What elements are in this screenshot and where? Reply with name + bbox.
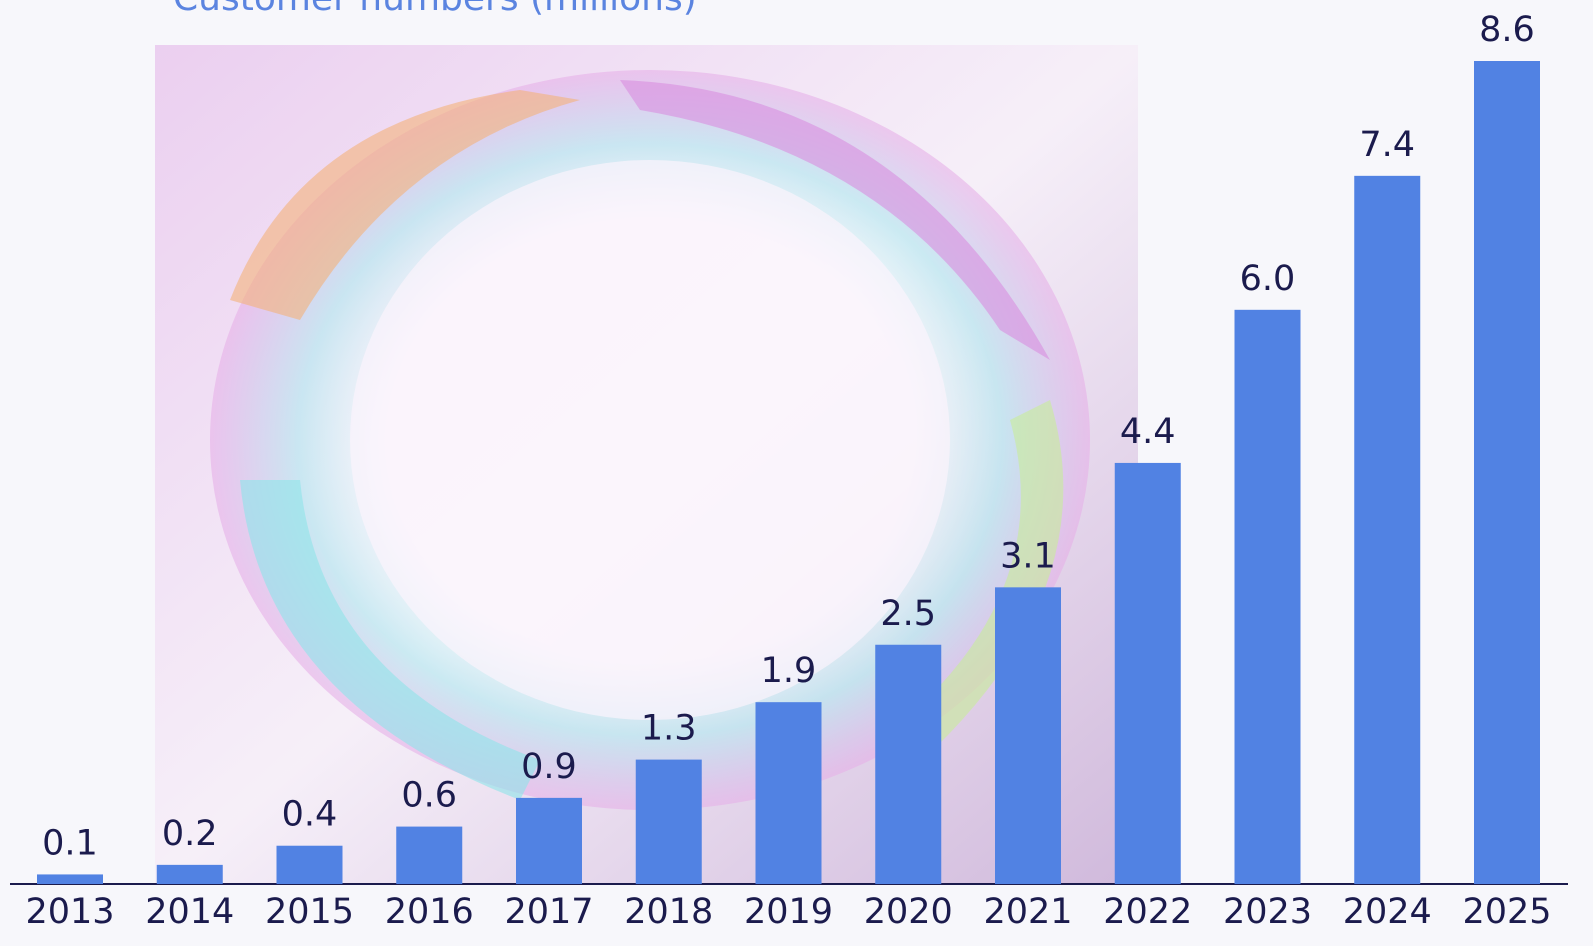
- bar: [875, 644, 942, 884]
- value-label: 4.4: [1120, 412, 1176, 452]
- bar: [755, 702, 822, 884]
- x-tick-label: 2020: [864, 892, 953, 932]
- x-tick-label: 2019: [744, 892, 833, 932]
- bar: [156, 864, 223, 884]
- value-label: 0.9: [521, 747, 577, 787]
- x-tick-label: 2022: [1103, 892, 1192, 932]
- value-label: 8.6: [1479, 10, 1535, 50]
- bar: [1234, 309, 1301, 884]
- background-image: [155, 45, 1138, 884]
- bar: [396, 826, 463, 884]
- value-label: 0.6: [401, 776, 457, 816]
- x-tick-label: 2013: [25, 892, 114, 932]
- bar: [1354, 175, 1421, 884]
- x-tick-label: 2014: [145, 892, 234, 932]
- x-tick-label: 2017: [504, 892, 593, 932]
- bar: [37, 874, 103, 884]
- x-tick-label: 2025: [1462, 892, 1551, 932]
- x-tick-label: 2018: [624, 892, 713, 932]
- value-label: 3.1: [1000, 536, 1056, 576]
- bar: [516, 797, 582, 884]
- value-label: 7.4: [1359, 125, 1415, 165]
- value-label: 1.3: [641, 709, 697, 749]
- value-label: 0.4: [282, 795, 338, 835]
- chart-title: Customer numbers (millions): [173, 0, 697, 19]
- bar: [635, 759, 702, 884]
- value-label: 0.2: [162, 814, 218, 854]
- bar: [995, 587, 1061, 884]
- x-tick-label: 2024: [1343, 892, 1432, 932]
- value-label: 0.1: [42, 823, 98, 863]
- x-tick-label: 2021: [983, 892, 1072, 932]
- value-label: 6.0: [1240, 259, 1296, 299]
- value-label: 1.9: [761, 651, 817, 691]
- x-tick-label: 2016: [385, 892, 474, 932]
- value-label: 2.5: [880, 594, 936, 634]
- x-tick-label: 2015: [265, 892, 354, 932]
- x-tick-label: 2023: [1223, 892, 1312, 932]
- bar: [276, 845, 343, 884]
- bar: [1474, 61, 1540, 884]
- bar: [1114, 462, 1181, 884]
